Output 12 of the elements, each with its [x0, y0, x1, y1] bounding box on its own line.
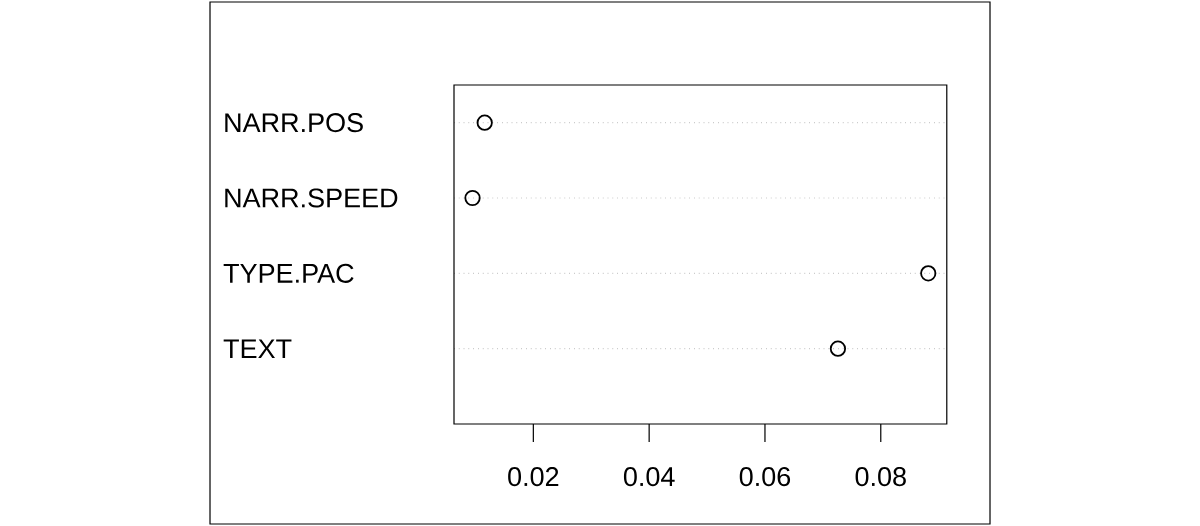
x-tick-label: 0.04 — [623, 467, 675, 487]
y-tick-label: NARR.SPEED — [225, 188, 398, 208]
point — [464, 189, 481, 207]
point — [476, 114, 493, 131]
point — [829, 340, 847, 357]
x-tick-label: 0.02 — [508, 467, 559, 487]
y-tick-label: TYPE.PAC — [223, 263, 354, 283]
point — [920, 265, 937, 282]
y-tick-label: NARR.POS — [225, 113, 363, 133]
x-tick-label: 0.08 — [855, 467, 906, 487]
x-tick-label: 0.06 — [739, 467, 791, 487]
y-tick-label: TEXT — [223, 339, 292, 358]
